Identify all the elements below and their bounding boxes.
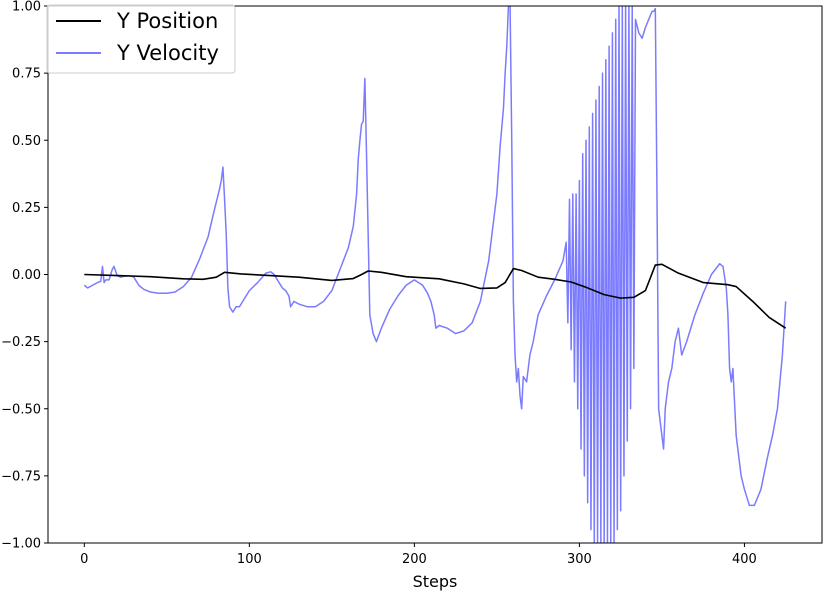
series-line-y-velocity: [83, 6, 787, 543]
y-tick-label: 0.50: [12, 134, 41, 149]
x-tick-label: 400: [732, 552, 757, 567]
y-tick-label: −0.25: [1, 335, 41, 350]
x-tick-label: 200: [402, 552, 427, 567]
legend: Y Position Y Velocity: [46, 4, 236, 74]
x-tick-label: 100: [237, 552, 262, 567]
series-line-y-position: [84, 263, 787, 329]
y-tick-label: 0.00: [12, 268, 41, 283]
x-axis-label: Steps: [413, 572, 458, 591]
y-tick-label: 0.25: [12, 201, 41, 216]
legend-label-y-velocity: Y Velocity: [116, 41, 219, 65]
plot-frame: [47, 5, 823, 544]
x-tick-label: 0: [80, 552, 88, 567]
y-tick-label: −0.75: [1, 469, 41, 484]
y-tick-label: −0.50: [1, 402, 41, 417]
x-tick-label: 300: [567, 552, 592, 567]
y-axis-ticks: −1.00 −0.75 −0.50 −0.25 0.00 0.25 0.50 0.75 1.00: [1, 0, 48, 552]
plot-area: [83, 6, 787, 543]
x-axis-ticks: 0 100 200 300 400: [80, 543, 757, 567]
y-tick-label: −1.00: [1, 537, 41, 552]
y-tick-label: 0.75: [12, 67, 41, 82]
y-tick-label: 1.00: [12, 0, 41, 15]
legend-label-y-position: Y Position: [116, 9, 218, 33]
